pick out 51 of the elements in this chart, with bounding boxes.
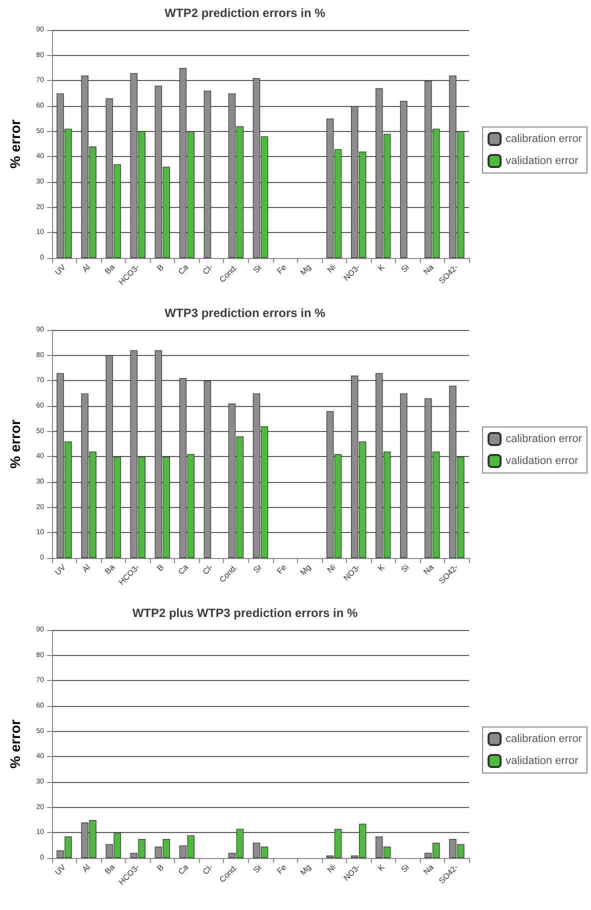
x-tick-label: Na [422,262,436,276]
x-tick-label: K [376,562,387,573]
x-tick-label: B [155,262,166,273]
legend-label: validation error [506,155,579,167]
x-tick-label: Ba [103,262,117,276]
legend-label: calibration error [506,733,582,745]
x-tick-label: Ni [326,262,338,275]
y-axis-title: % error [7,718,23,769]
chart-title: WTP2 prediction errors in % [164,6,326,20]
x-tick-label: Cl- [201,862,215,876]
legend-label: calibration error [506,433,582,445]
x-tick-label: Si [399,862,412,874]
legend-label: calibration error [506,133,582,145]
x-tick-label: Sr [252,862,264,875]
x-tick-label: Ca [176,862,190,876]
x-tick-label: Mg [298,262,313,278]
x-tick-label: Sr [252,262,264,275]
x-tick-label: Ni [326,862,338,875]
x-tick-label: Na [422,862,436,876]
x-tick-label: Fe [275,562,289,576]
x-tick-label: UV [53,862,68,878]
x-tick-label: UV [53,262,68,278]
x-tick-label: Fe [275,262,289,276]
x-tick-label: Al [80,562,92,574]
x-tick-label: Cl- [201,562,215,576]
chart-title: WTP3 prediction errors in % [164,306,326,320]
x-tick-label: Na [422,562,436,576]
x-tick-label: Al [80,262,92,274]
x-tick-label: Ba [103,562,117,576]
x-tick-label: Si [399,262,412,274]
x-tick-label: Ba [103,862,117,876]
x-tick-label: Mg [298,862,313,878]
x-tick-label: UV [53,562,68,578]
x-tick-label: Fe [275,862,289,876]
legend-label: validation error [506,455,579,467]
x-tick-label: K [376,262,387,273]
y-axis-title: % error [7,418,23,469]
x-tick-label: B [155,562,166,573]
x-tick-label: K [376,862,387,873]
chart-title: WTP2 plus WTP3 prediction errors in % [132,606,358,620]
x-tick-label: Ca [176,562,190,576]
x-tick-label: Mg [298,562,313,578]
x-tick-label: Al [80,862,92,874]
x-tick-label: Ni [326,562,338,575]
x-tick-label: Sr [252,562,264,575]
y-axis-title: % error [7,118,23,169]
x-tick-label: Cl- [201,262,215,276]
x-tick-label: B [155,862,166,873]
x-tick-label: Ca [176,262,190,276]
legend-label: validation error [506,755,579,767]
x-tick-label: Si [399,562,412,574]
